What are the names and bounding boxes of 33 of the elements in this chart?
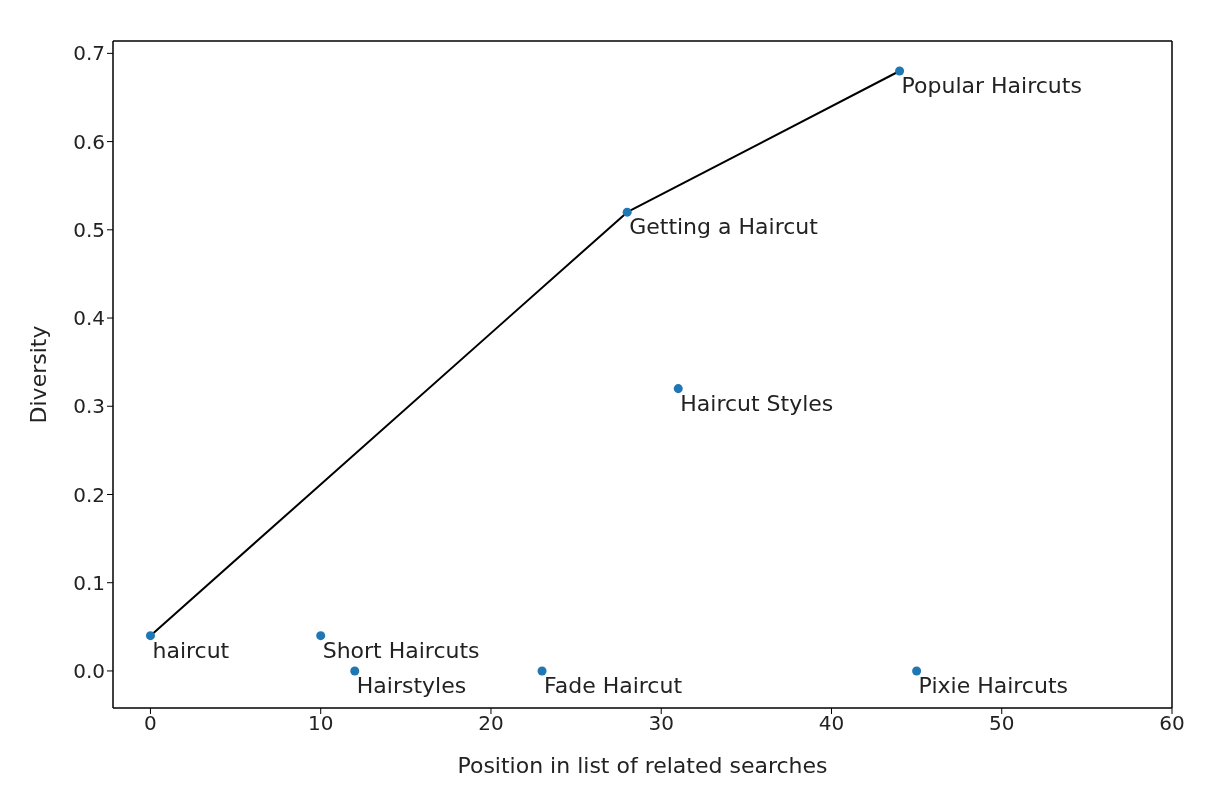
x-tick-label: 20 — [478, 711, 504, 736]
annotation: haircut — [152, 637, 230, 663]
y-tick-label: 0.0 — [73, 659, 105, 684]
point — [145, 631, 155, 641]
x-tick-label: 0 — [144, 711, 157, 736]
annotation: Getting a Haircut — [629, 214, 819, 240]
point — [912, 666, 922, 676]
point — [673, 384, 683, 394]
x-tick-label: 40 — [818, 711, 845, 736]
y-axis-title: Diversity — [25, 325, 51, 424]
annotation: Fade Haircut — [544, 672, 683, 698]
x-tick-label: 10 — [307, 711, 334, 736]
y-tick-label: 0.7 — [73, 41, 105, 66]
x-tick-label: 30 — [648, 711, 674, 736]
y-tick-label: 0.6 — [73, 129, 105, 154]
point — [350, 666, 360, 676]
x-tick-label: 50 — [989, 711, 1015, 736]
y-tick-label: 0.1 — [73, 570, 105, 595]
y-tick-label: 0.5 — [73, 217, 105, 242]
annotation: Hairstyles — [356, 672, 467, 698]
y-tick-label: 0.3 — [73, 394, 105, 419]
point — [622, 207, 632, 217]
point — [537, 666, 547, 676]
x-tick-label: 60 — [1159, 711, 1185, 736]
annotation: Short Haircuts — [322, 637, 480, 663]
x-axis-title: Position in list of related searches — [457, 753, 828, 778]
point — [895, 66, 905, 76]
annotation: Haircut Styles — [680, 390, 834, 416]
annotation: Popular Haircuts — [901, 73, 1082, 98]
annotation: Pixie Haircuts — [918, 672, 1068, 698]
y-tick-label: 0.2 — [73, 482, 105, 507]
point — [316, 631, 326, 641]
y-tick-label: 0.4 — [73, 306, 105, 331]
